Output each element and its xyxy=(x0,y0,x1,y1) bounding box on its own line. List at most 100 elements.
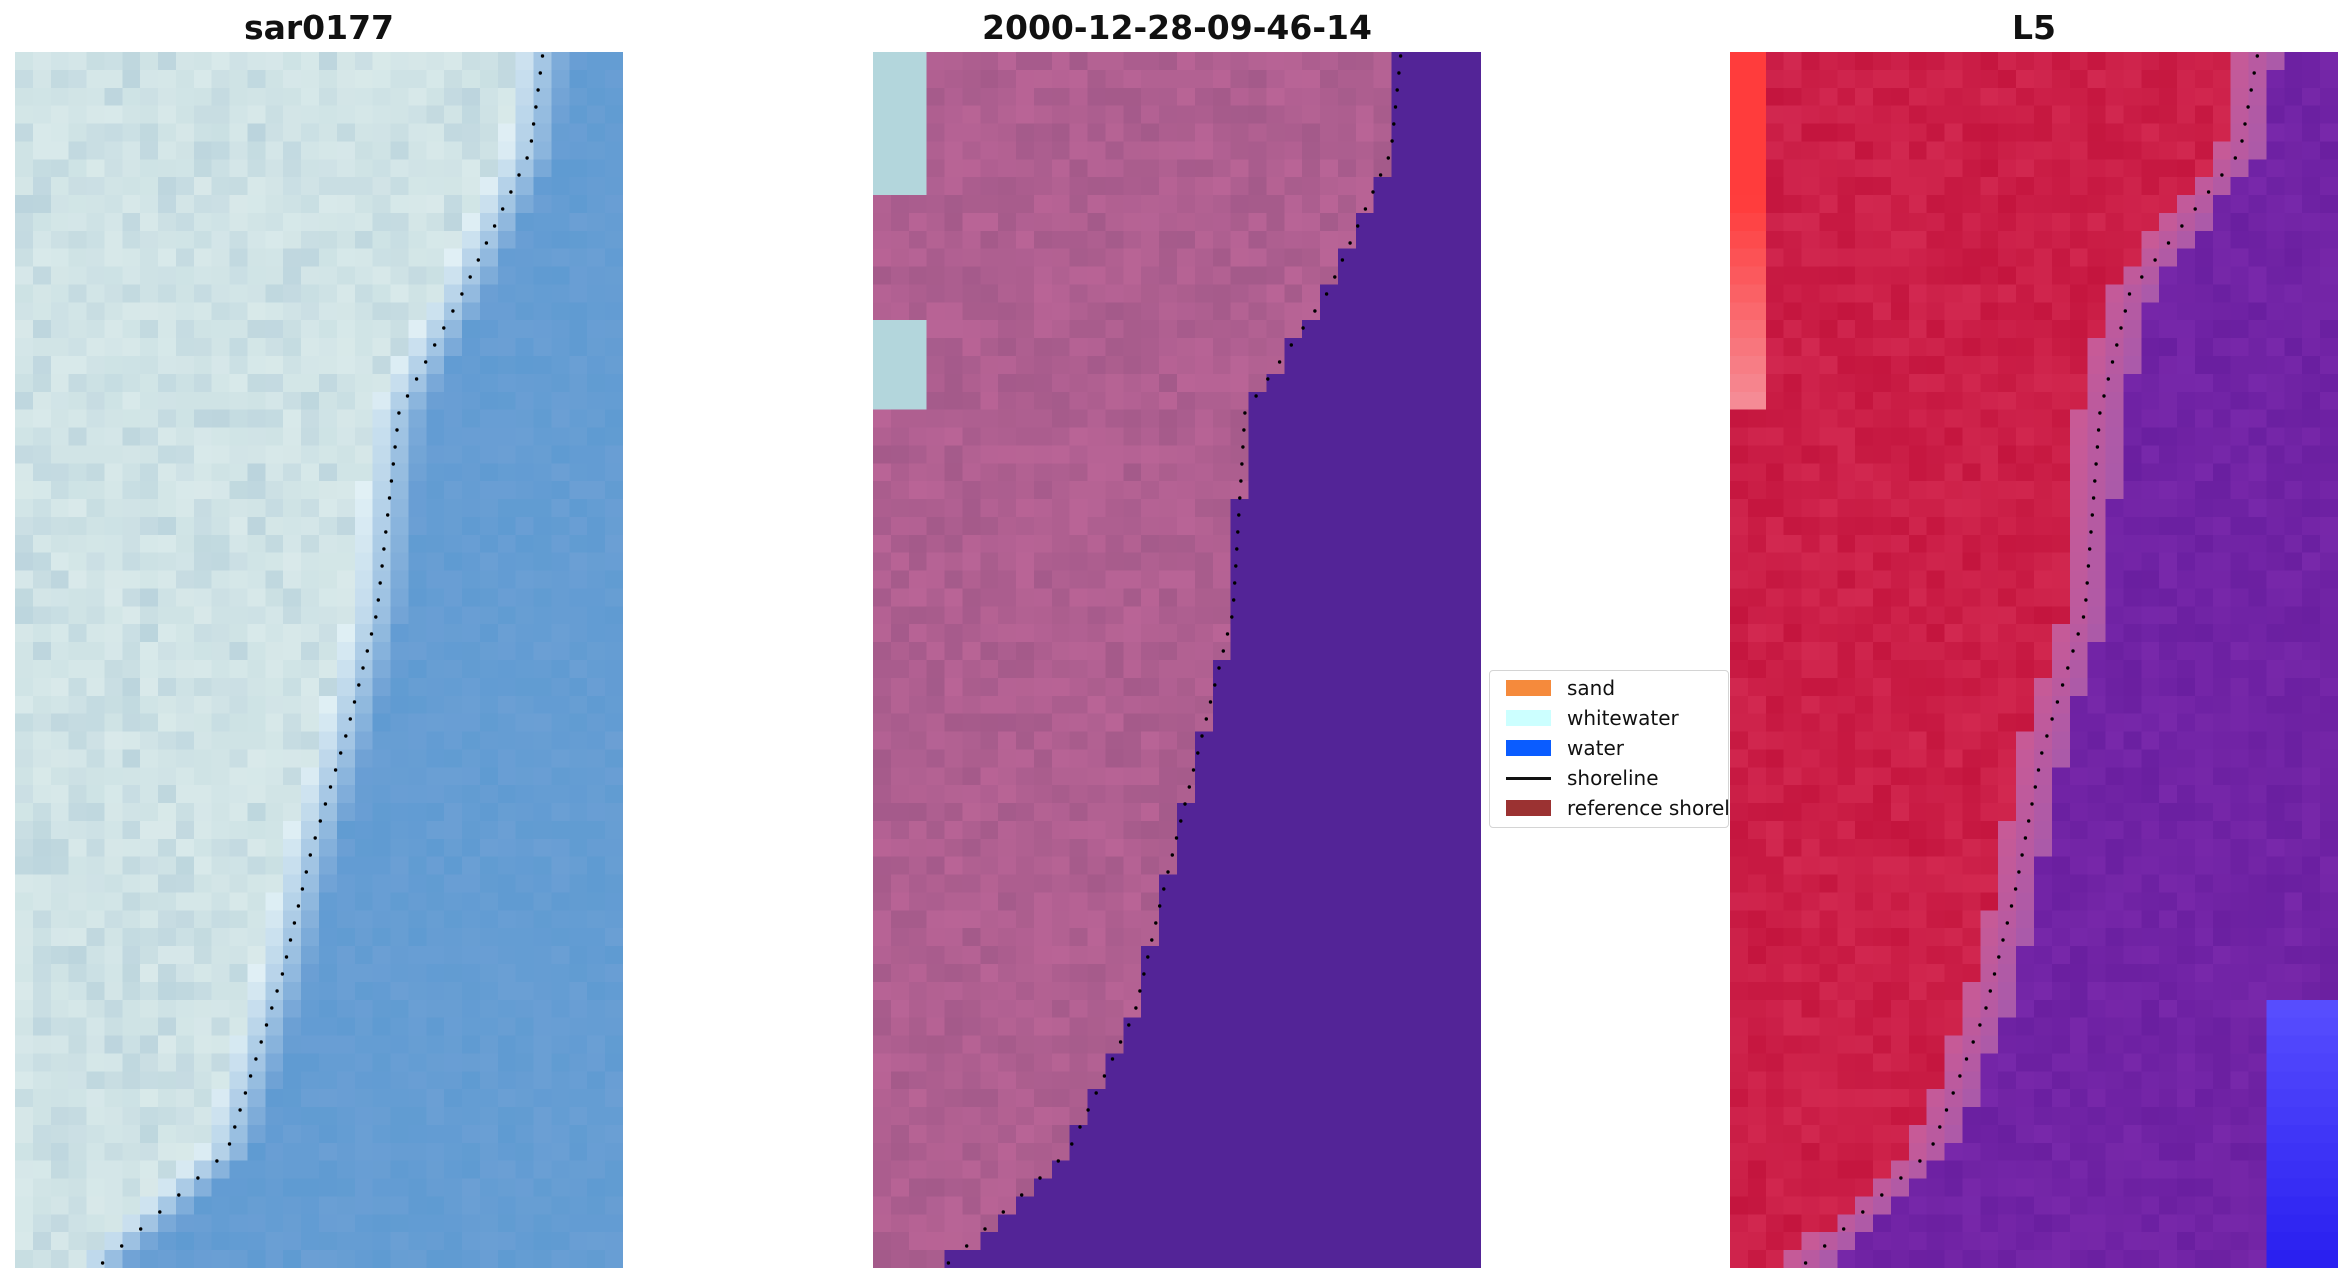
image-pixel xyxy=(605,230,623,250)
image-pixel xyxy=(229,248,249,268)
image-pixel xyxy=(265,695,284,715)
image-pixel xyxy=(390,195,410,214)
shoreline-dot xyxy=(384,530,388,534)
image-pixel xyxy=(569,516,588,536)
image-pixel xyxy=(569,660,588,679)
image-pixel xyxy=(319,964,338,983)
image-pixel xyxy=(444,749,463,768)
image-pixel xyxy=(158,1214,177,1233)
image-pixel xyxy=(158,1035,177,1055)
image-pixel xyxy=(211,463,231,482)
image-pixel xyxy=(50,1178,70,1198)
image-pixel xyxy=(140,660,159,679)
image-pixel xyxy=(390,713,410,733)
image-pixel xyxy=(587,320,606,339)
image-pixel xyxy=(68,266,88,286)
image-pixel xyxy=(587,87,606,107)
image-pixel xyxy=(247,964,266,983)
image-pixel xyxy=(479,1250,499,1268)
image-pixel xyxy=(32,1214,52,1233)
image-pixel xyxy=(479,69,499,89)
image-pixel xyxy=(479,1232,499,1251)
image-pixel xyxy=(319,1250,338,1268)
image-pixel xyxy=(390,892,410,911)
image-pixel xyxy=(104,570,123,590)
shoreline-dot xyxy=(534,105,538,109)
image-pixel xyxy=(68,230,88,250)
image-pixel xyxy=(462,69,481,89)
image-pixel xyxy=(444,642,463,661)
image-pixel xyxy=(605,677,623,697)
image-pixel xyxy=(569,874,588,894)
image-pixel xyxy=(944,69,964,89)
image-pixel xyxy=(211,123,231,143)
image-pixel xyxy=(68,302,88,321)
shoreline-dot xyxy=(1398,54,1403,58)
image-pixel xyxy=(301,660,320,679)
image-pixel xyxy=(605,874,623,894)
image-pixel xyxy=(301,373,320,393)
image-pixel xyxy=(462,606,481,625)
image-pixel xyxy=(211,552,231,572)
image-pixel xyxy=(301,767,320,786)
image-pixel xyxy=(354,606,374,625)
image-pixel xyxy=(104,69,123,89)
image-pixel xyxy=(444,785,463,804)
image-pixel xyxy=(122,1232,141,1251)
image-pixel xyxy=(86,445,106,464)
image-pixel xyxy=(193,212,213,232)
shoreline-dot xyxy=(1127,1023,1131,1027)
image-pixel xyxy=(533,427,553,447)
image-pixel xyxy=(32,856,52,876)
image-pixel xyxy=(15,1017,34,1037)
image-pixel xyxy=(587,695,606,715)
image-pixel xyxy=(533,570,553,590)
image-pixel xyxy=(229,177,249,196)
image-pixel xyxy=(86,212,106,232)
image-pixel xyxy=(497,141,517,160)
image-pixel xyxy=(515,338,535,357)
image-pixel xyxy=(50,1214,70,1233)
image-pixel xyxy=(336,409,356,429)
image-pixel xyxy=(15,123,34,143)
image-pixel xyxy=(479,1160,499,1180)
shoreline-dot xyxy=(946,1261,951,1265)
image-pixel xyxy=(354,1160,374,1180)
image-pixel xyxy=(319,284,338,303)
image-pixel xyxy=(587,230,606,250)
image-pixel xyxy=(426,695,445,715)
image-pixel xyxy=(408,552,427,572)
image-pixel xyxy=(211,1017,231,1037)
image-pixel xyxy=(569,624,588,643)
image-pixel xyxy=(462,1250,481,1268)
image-pixel xyxy=(211,534,231,554)
image-pixel xyxy=(605,1160,623,1180)
image-pixel xyxy=(372,1071,392,1090)
image-pixel xyxy=(497,695,517,715)
image-pixel xyxy=(301,248,320,268)
image-pixel xyxy=(497,230,517,250)
image-pixel xyxy=(175,606,195,625)
image-pixel xyxy=(462,338,481,357)
image-pixel xyxy=(444,981,463,1001)
image-pixel xyxy=(319,838,338,858)
image-pixel xyxy=(515,910,535,929)
shoreline-dot xyxy=(405,394,410,398)
image-pixel xyxy=(158,910,177,929)
image-pixel xyxy=(15,1089,34,1108)
image-pixel xyxy=(265,660,284,679)
image-pixel xyxy=(533,1232,553,1251)
image-pixel xyxy=(86,981,106,1001)
image-pixel xyxy=(86,248,106,268)
image-pixel xyxy=(104,767,123,786)
image-pixel xyxy=(229,1053,249,1072)
image-pixel xyxy=(140,570,159,590)
image-pixel xyxy=(175,874,195,894)
image-pixel xyxy=(998,52,1017,71)
image-pixel xyxy=(50,606,70,625)
image-pixel xyxy=(426,266,445,286)
image-pixel xyxy=(283,1124,302,1144)
image-pixel xyxy=(1159,69,1178,89)
image-pixel xyxy=(390,409,410,429)
image-pixel xyxy=(444,624,463,643)
